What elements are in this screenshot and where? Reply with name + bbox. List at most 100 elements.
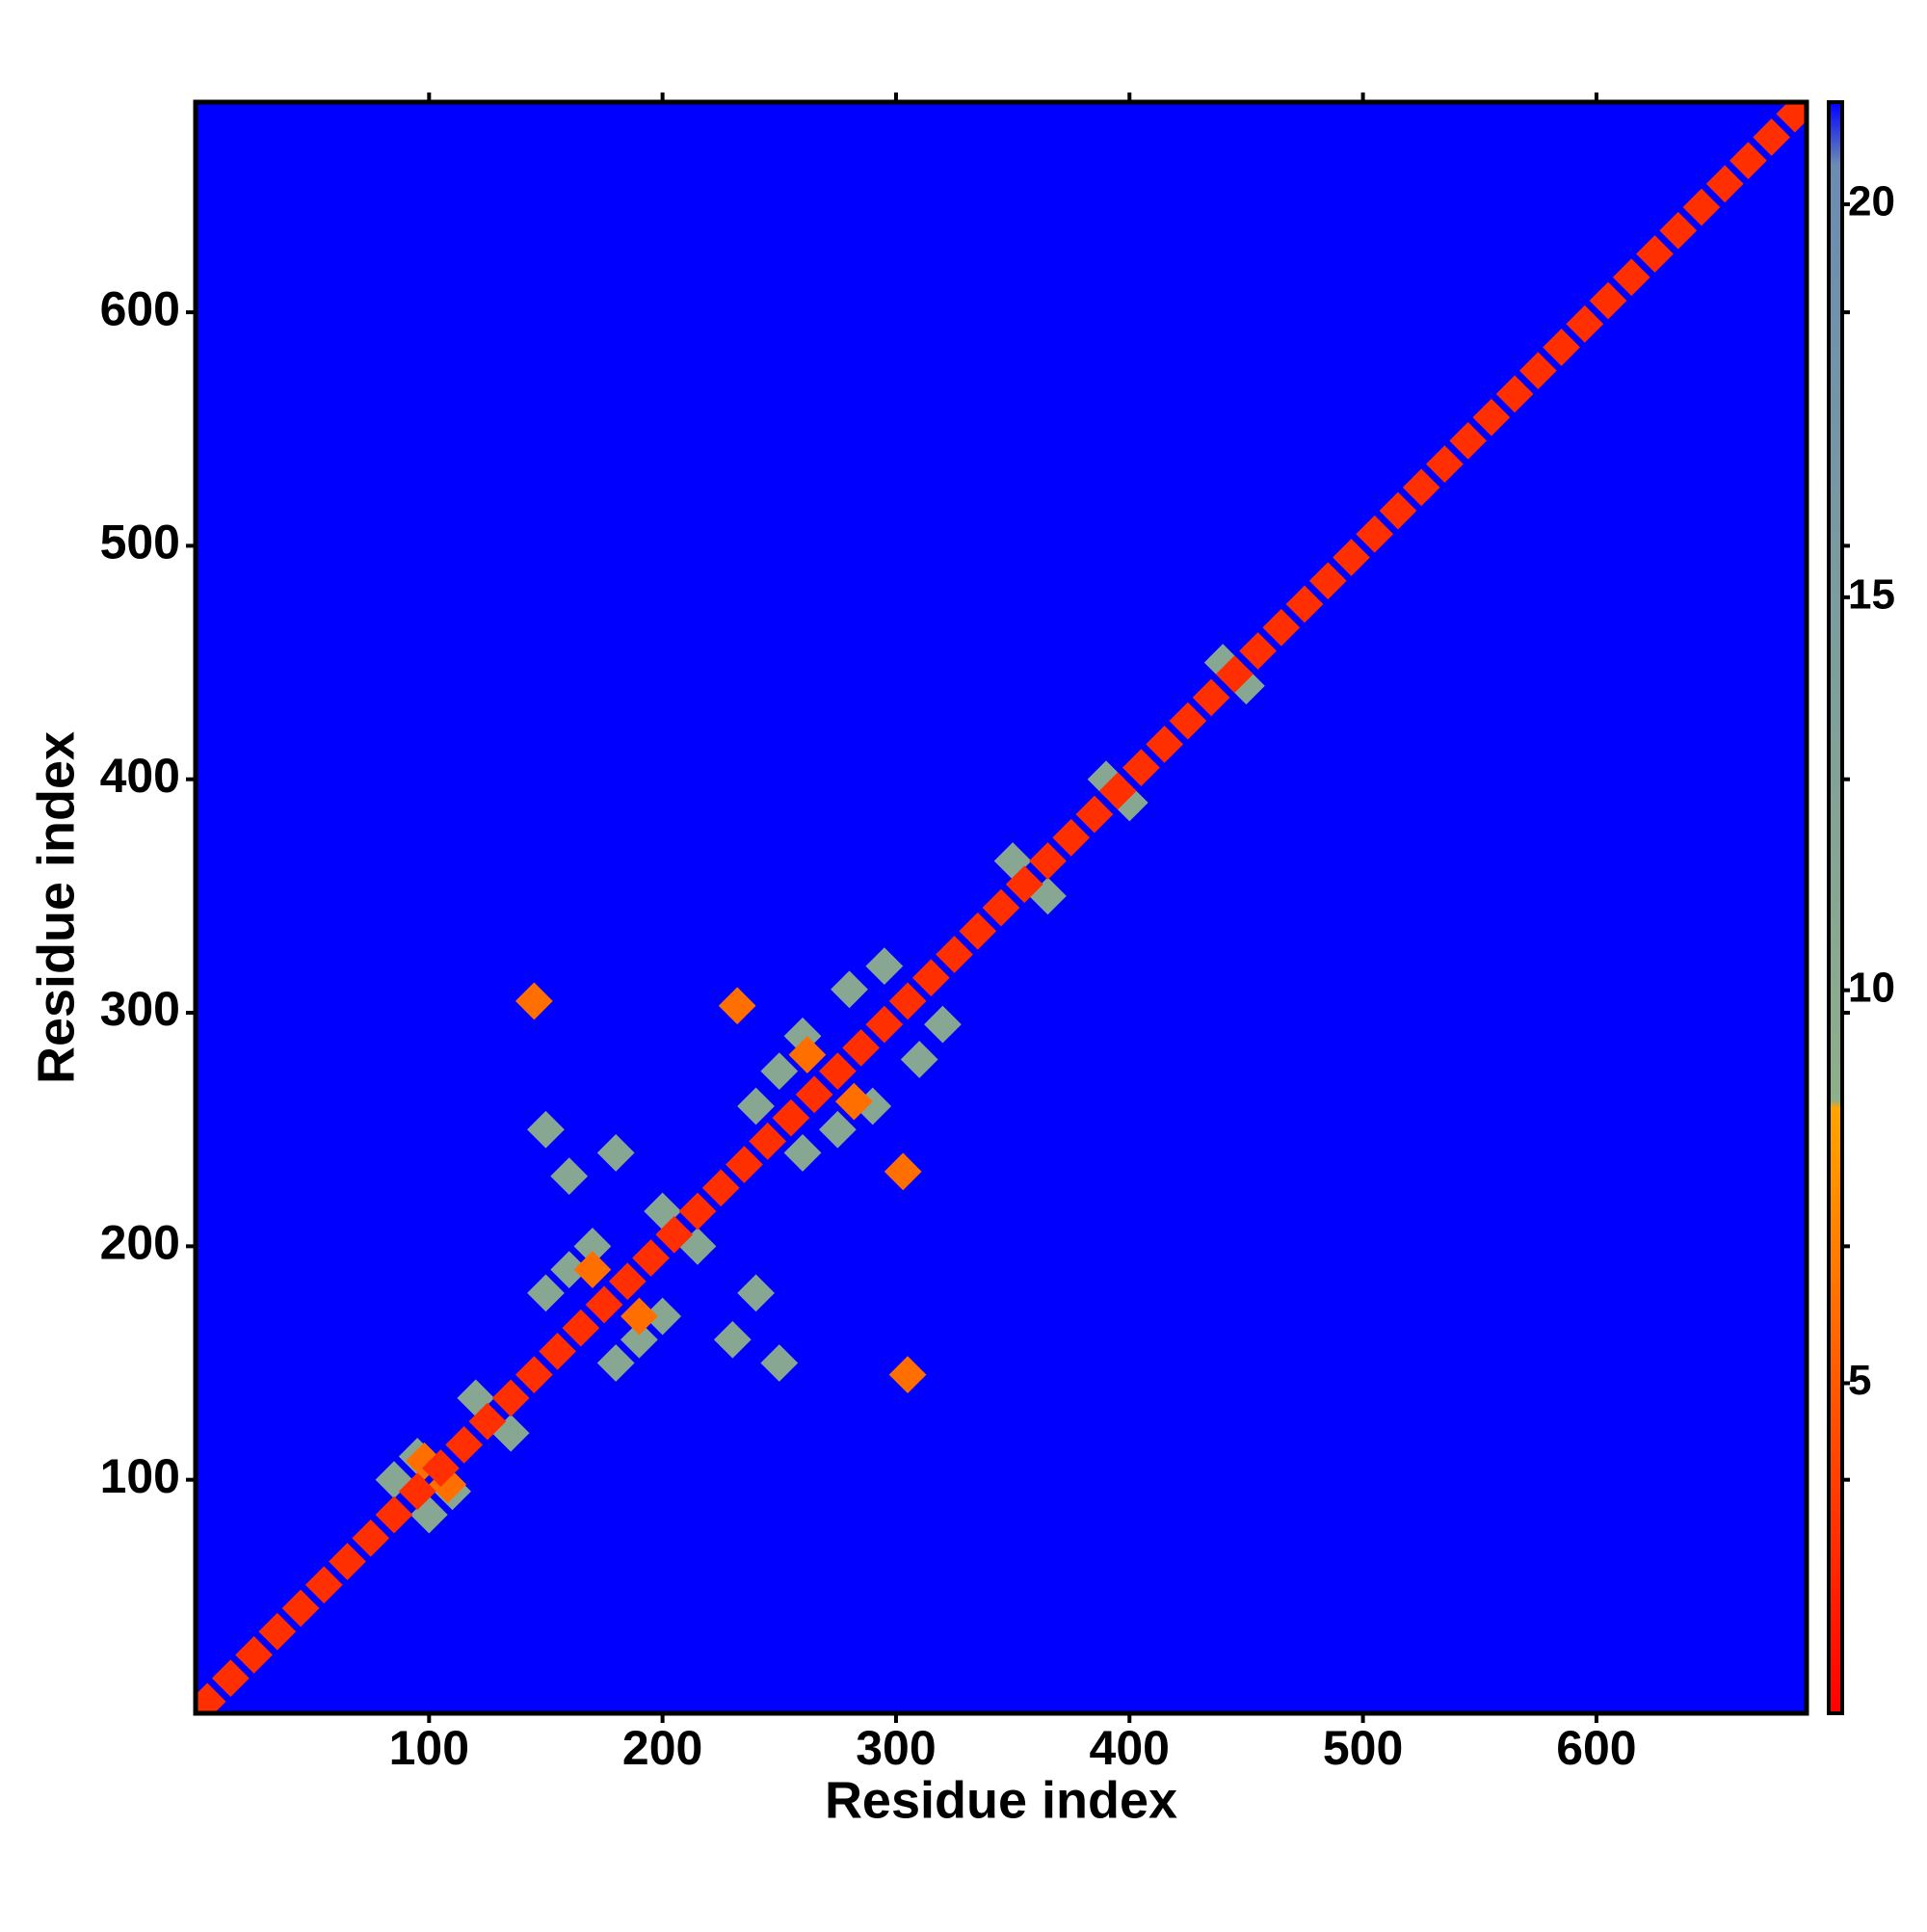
cell xyxy=(352,1519,390,1557)
cell xyxy=(911,959,950,997)
cell xyxy=(1005,865,1043,904)
cell xyxy=(1052,818,1091,857)
cell xyxy=(749,1122,787,1160)
cell xyxy=(515,1356,553,1394)
colorbar-tick-label: 15 xyxy=(1848,570,1895,618)
cell xyxy=(585,1285,623,1324)
y-tick-label: 400 xyxy=(100,749,180,803)
cell xyxy=(632,1239,670,1277)
cell xyxy=(1659,211,1698,250)
cell xyxy=(1262,608,1301,647)
cell xyxy=(924,1005,962,1044)
cell xyxy=(258,1612,297,1651)
cell xyxy=(818,1052,857,1091)
cell xyxy=(1449,421,1488,460)
y-tick-label: 200 xyxy=(100,1216,180,1270)
y-axis-title: Residue index xyxy=(27,731,85,1084)
cell xyxy=(1472,398,1511,437)
y-tick-label: 300 xyxy=(100,982,180,1036)
cell xyxy=(409,1495,448,1534)
cell xyxy=(573,1251,612,1288)
cell xyxy=(329,1543,366,1580)
cell xyxy=(1753,118,1791,156)
colorbar-tick-label: 5 xyxy=(1848,1357,1871,1404)
cell xyxy=(375,1495,413,1534)
cell xyxy=(281,1589,320,1628)
cell xyxy=(865,1005,904,1044)
cell xyxy=(1087,760,1125,799)
cell xyxy=(1098,772,1137,810)
cell xyxy=(678,1192,717,1231)
x-tick-label: 400 xyxy=(1090,1721,1170,1775)
cell xyxy=(959,912,997,950)
cell xyxy=(539,1333,576,1370)
cell xyxy=(1192,678,1230,717)
cell xyxy=(842,1029,880,1067)
cell xyxy=(900,1041,938,1078)
cell xyxy=(527,1274,565,1312)
cell xyxy=(726,1146,763,1183)
cell xyxy=(1589,281,1627,320)
cell xyxy=(620,1297,658,1336)
cell xyxy=(1612,258,1650,297)
cell xyxy=(834,1082,873,1121)
cell xyxy=(1285,585,1324,623)
cell xyxy=(888,1356,927,1394)
cell xyxy=(1402,468,1440,507)
cell xyxy=(884,1152,922,1191)
cell xyxy=(1029,842,1067,880)
cell xyxy=(737,1274,775,1312)
plot-frame xyxy=(193,99,1809,1716)
y-tick-label: 100 xyxy=(100,1449,180,1503)
cell xyxy=(1146,725,1184,763)
cell xyxy=(468,1402,507,1441)
cell xyxy=(596,1344,635,1382)
cell xyxy=(644,1297,682,1336)
cell xyxy=(1636,235,1674,273)
y-tick-label: 500 xyxy=(100,516,180,569)
cell xyxy=(1239,632,1277,670)
cell xyxy=(304,1566,343,1604)
cell xyxy=(596,1134,635,1172)
cell xyxy=(1426,445,1464,483)
cell xyxy=(831,970,868,1009)
cell xyxy=(1518,352,1557,390)
cell xyxy=(1075,795,1114,834)
cell xyxy=(772,1098,810,1137)
x-tick-label: 100 xyxy=(389,1721,469,1775)
cell xyxy=(562,1309,600,1347)
cell xyxy=(1122,749,1160,786)
y-tick-label: 600 xyxy=(100,281,180,335)
colorbar-tick-label: 20 xyxy=(1848,178,1895,225)
cell xyxy=(550,1157,589,1196)
cell xyxy=(608,1262,647,1301)
cells xyxy=(196,102,1807,1713)
cell xyxy=(196,1682,226,1713)
cell xyxy=(1705,165,1744,203)
cell xyxy=(737,1087,775,1125)
cell xyxy=(854,1087,892,1125)
colorbar xyxy=(1827,100,1844,1715)
cell xyxy=(1169,701,1207,740)
cell xyxy=(818,1110,857,1149)
cell xyxy=(1776,102,1807,133)
cell xyxy=(783,1134,822,1172)
cell xyxy=(1215,655,1254,694)
cell xyxy=(445,1425,484,1464)
cell xyxy=(527,1110,565,1149)
cell xyxy=(1566,304,1604,343)
cell xyxy=(398,1472,436,1511)
x-tick-label: 500 xyxy=(1323,1721,1403,1775)
cell xyxy=(1308,562,1347,600)
cell xyxy=(375,1461,413,1499)
cell xyxy=(865,947,904,985)
cell xyxy=(936,936,973,973)
cell xyxy=(1356,515,1394,553)
cell xyxy=(515,982,553,1020)
cell xyxy=(788,1036,827,1074)
cell xyxy=(491,1379,530,1417)
cell xyxy=(211,1659,250,1698)
cell xyxy=(550,1251,589,1288)
cell xyxy=(718,987,756,1025)
